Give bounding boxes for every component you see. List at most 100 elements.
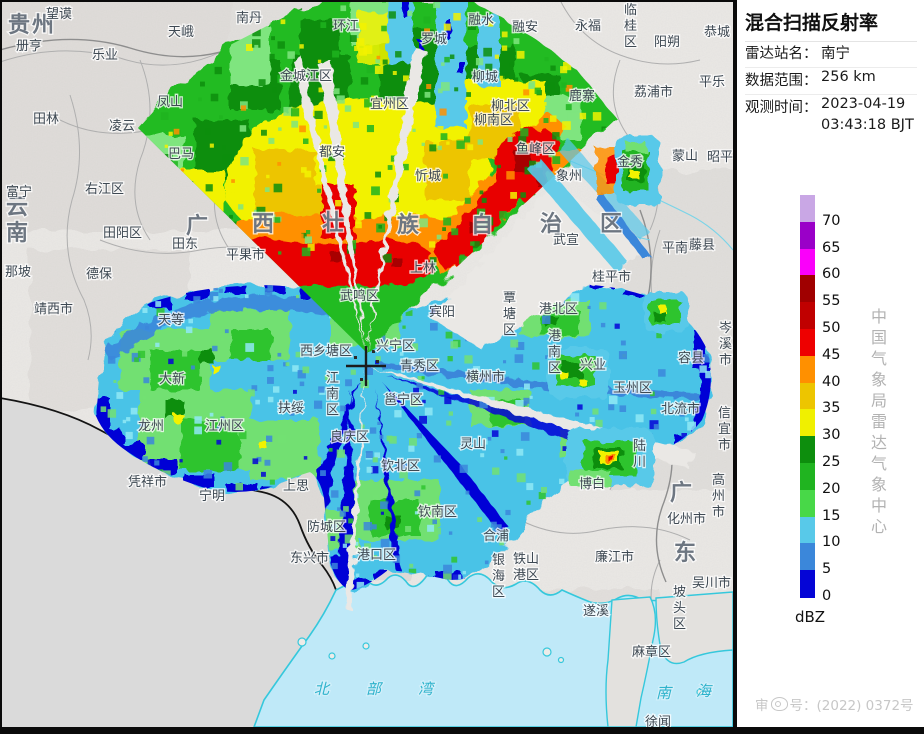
station-value: 南宁: [821, 46, 850, 62]
legend-color-block: [800, 248, 815, 276]
legend-color-block: [800, 355, 815, 384]
map-label: 靖西市: [34, 301, 73, 317]
map-label: 治: [540, 211, 564, 237]
map-label: 港南区: [548, 329, 561, 376]
map-label: 武宣: [553, 232, 579, 248]
station-row: 雷达站名： 南宁: [745, 42, 917, 68]
legend-color-block: [800, 409, 815, 437]
map-label: 蒙山: [672, 149, 698, 164]
map-label: 钦南区: [418, 504, 457, 520]
map-label: 兴宁区: [376, 338, 415, 354]
map-label: 廉江市: [595, 549, 634, 565]
map-label: 覃塘区: [503, 291, 516, 338]
map-label: 凤山: [157, 95, 183, 110]
islands: [297, 637, 704, 696]
obstime-date: 2023-04-19: [821, 96, 906, 112]
station-label: 雷达站名：: [745, 46, 818, 62]
legend-tick-label: 65: [822, 239, 841, 256]
map-label: 陆川: [633, 438, 646, 470]
map-label: 上林: [410, 261, 436, 276]
map-label: 凌云: [109, 119, 135, 134]
legend-tick-label: 5: [822, 561, 832, 578]
legend-tick-label: 10: [822, 534, 841, 551]
legend-tick-label: 35: [822, 400, 841, 417]
range-row: 数据范围： 256 km: [745, 69, 917, 95]
map-label: 族: [397, 212, 421, 238]
map-label: 大新: [159, 371, 185, 387]
peninsula: [605, 596, 657, 727]
map-label: 江州区: [205, 419, 244, 434]
map-label: 北: [314, 680, 331, 698]
map-label: 海: [696, 682, 713, 700]
map-label: 遂溪: [583, 604, 609, 619]
map-label: 象州: [556, 169, 582, 184]
map-label: 天峨: [168, 25, 194, 40]
legend-tick-label: 45: [822, 346, 841, 363]
legend-tick-label: 70: [822, 212, 841, 229]
map-label: 化州市: [667, 511, 706, 527]
legend-tick-label: 60: [822, 266, 841, 283]
legend-color-block: [800, 329, 815, 357]
map-label: 港口区: [357, 548, 396, 563]
map-label: 册亨: [16, 38, 42, 54]
range-value: 256 km: [821, 69, 876, 85]
map-label: 武鸣区: [340, 288, 379, 304]
map-label: 灵山: [460, 437, 486, 452]
map-label: 田林: [33, 112, 59, 127]
map-label: 宜州区: [370, 97, 409, 112]
map-label: 徐闻: [645, 715, 671, 727]
map-label: 宁明: [199, 488, 225, 504]
map-label: 右江区: [85, 182, 124, 197]
map-label: 天等: [158, 312, 184, 328]
legend-color-block: [800, 489, 815, 518]
map-label: 临桂区: [624, 3, 637, 50]
map-label: 望谟: [46, 6, 72, 22]
map-label: 南丹: [236, 10, 262, 26]
map-label: 云南: [6, 195, 30, 246]
legend-color-block: [800, 221, 815, 250]
map-label: 平南: [662, 240, 688, 256]
obstime-row2: 03:43:18 BJT: [745, 117, 917, 133]
radar-station-marker: [346, 346, 386, 386]
east-coast-land: [655, 591, 733, 665]
map-label: 永福: [575, 19, 601, 34]
map-label: 港北区: [539, 302, 578, 317]
map-label: 麻章区: [632, 644, 671, 660]
map-label: 玉州区: [613, 381, 652, 396]
map-label: 岑溪市: [719, 321, 732, 368]
map-label: 东: [674, 540, 698, 566]
ne-echo-clusters: [528, 136, 688, 486]
legend-color-block: [800, 516, 815, 544]
legend-tick-label: 40: [822, 373, 841, 390]
obstime-row: 观测时间： 2023-04-19: [745, 96, 917, 121]
map-label: 扶绥: [278, 401, 304, 416]
map-frame-left: [0, 0, 2, 727]
map-label: 西乡塘区: [300, 343, 352, 359]
legend-tick-label: 25: [822, 454, 841, 470]
city-dots: [354, 350, 379, 381]
map-label: 藤县: [689, 238, 715, 253]
range-label: 数据范围：: [745, 73, 818, 89]
weibo-watermark-icon: [770, 697, 788, 711]
map-label: 平果市: [226, 247, 265, 263]
map-label: 上思: [283, 479, 309, 494]
map-label: 横州市: [466, 369, 505, 385]
map-label: 田东: [172, 237, 198, 252]
product-title: 混合扫描反射率: [745, 8, 917, 42]
map-label: 西: [252, 212, 276, 237]
map-approval-watermark: 审号：(2022) 0372号: [755, 697, 914, 714]
map-label: 忻城: [415, 169, 441, 184]
map-label: 北流市: [661, 401, 700, 417]
map-label: 巴马: [168, 147, 194, 162]
map-label: 桂平市: [592, 269, 631, 285]
map-label: 广: [670, 480, 694, 506]
map-label: 富宁: [6, 184, 32, 200]
map-label: 荔浦市: [634, 84, 673, 100]
map-label: 容县: [678, 350, 704, 366]
agency-vertical-text: 中国气象局雷达气象中心: [868, 308, 887, 539]
map-label: 金城江区: [280, 68, 332, 84]
color-scale-legend: 70 65 60 55 50 45 40 35 30 25 20 15 10 5 0: [737, 0, 924, 727]
legend-tick-label: 55: [822, 293, 841, 310]
legend-color-block: [800, 382, 815, 410]
